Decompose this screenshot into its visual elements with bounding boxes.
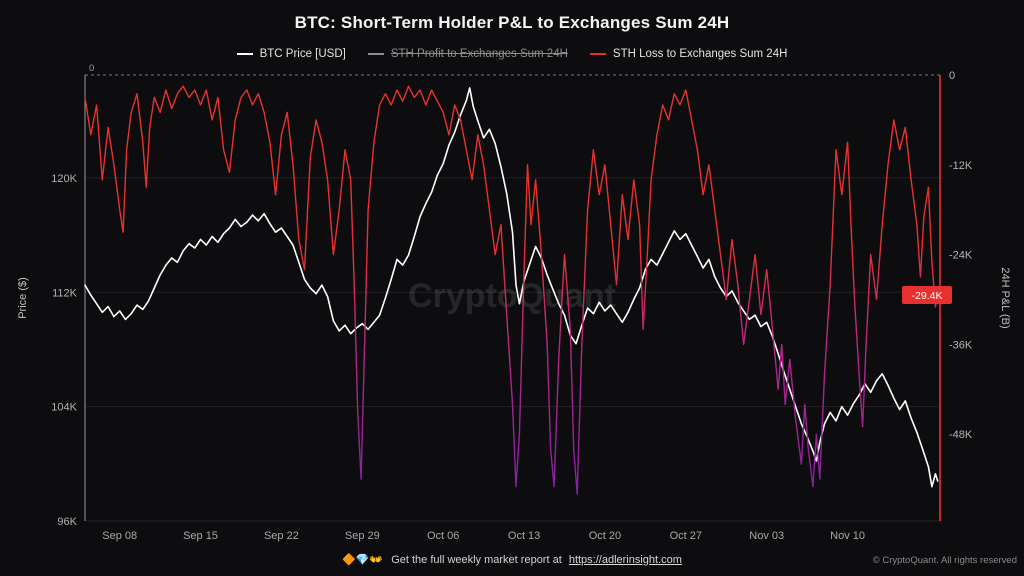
chart-legend: BTC Price [USD] STH Profit to Exchanges … [0, 48, 1024, 60]
right-tick-label: -24K [949, 250, 973, 262]
copyright-text: © CryptoQuant. All rights reserved [872, 555, 1017, 566]
x-tick-label: Oct 06 [427, 530, 459, 542]
x-tick-label: Oct 13 [508, 530, 540, 542]
legend-label-sth-loss: STH Loss to Exchanges Sum 24H [612, 48, 788, 60]
btc-price-line [84, 87, 939, 488]
x-tick-label: Oct 20 [589, 530, 621, 542]
x-tick-label: Sep 29 [345, 530, 380, 542]
legend-item-btc-price[interactable]: BTC Price [USD] [236, 48, 346, 60]
footer-promo: 🔶💎👐 Get the full weekly market report at… [0, 553, 1024, 566]
zero-label-left: 0 [89, 63, 94, 74]
watermark: CryptoQuant [408, 277, 616, 315]
left-tick-label: 112K [52, 287, 78, 299]
legend-item-sth-loss[interactable]: STH Loss to Exchanges Sum 24H [589, 48, 788, 60]
x-tick-label: Nov 10 [830, 530, 865, 542]
x-tick-label: Sep 22 [264, 530, 299, 542]
legend-item-sth-profit[interactable]: STH Profit to Exchanges Sum 24H [367, 48, 568, 60]
legend-dash-sth-loss-icon [589, 53, 606, 55]
footer-emoji-icons: 🔶💎👐 [342, 554, 384, 566]
footer-promo-text: Get the full weekly market report at [391, 554, 562, 566]
left-axis-title: Price ($) [17, 277, 29, 319]
x-tick-label: Sep 15 [183, 530, 218, 542]
legend-dash-btc-price-icon [236, 53, 253, 55]
left-tick-label: 104K [51, 402, 77, 414]
current-value-badge [902, 286, 952, 304]
right-tick-label: -36K [949, 339, 973, 351]
legend-dash-sth-profit-icon [367, 53, 384, 55]
current-value-badge-label: -29.4K [912, 290, 943, 302]
left-tick-label: 120K [51, 173, 77, 185]
page-title: BTC: Short-Term Holder P&L to Exchanges … [294, 13, 730, 32]
footer-link[interactable]: https://adlerinsight.com [568, 554, 682, 566]
sth-loss-line [84, 85, 939, 495]
legend-label-sth-profit: STH Profit to Exchanges Sum 24H [390, 48, 568, 60]
right-tick-label: 0 [949, 70, 955, 82]
left-tick-label: 96K [57, 516, 77, 528]
x-tick-label: Nov 03 [749, 530, 784, 542]
x-tick-label: Sep 08 [102, 530, 137, 542]
right-tick-label: -48K [949, 429, 973, 441]
x-tick-label: Oct 27 [670, 530, 702, 542]
right-tick-label: -12K [949, 160, 973, 172]
right-axis-title: 24H P&L (B) [999, 267, 1011, 328]
legend-label-btc-price: BTC Price [USD] [259, 48, 346, 60]
